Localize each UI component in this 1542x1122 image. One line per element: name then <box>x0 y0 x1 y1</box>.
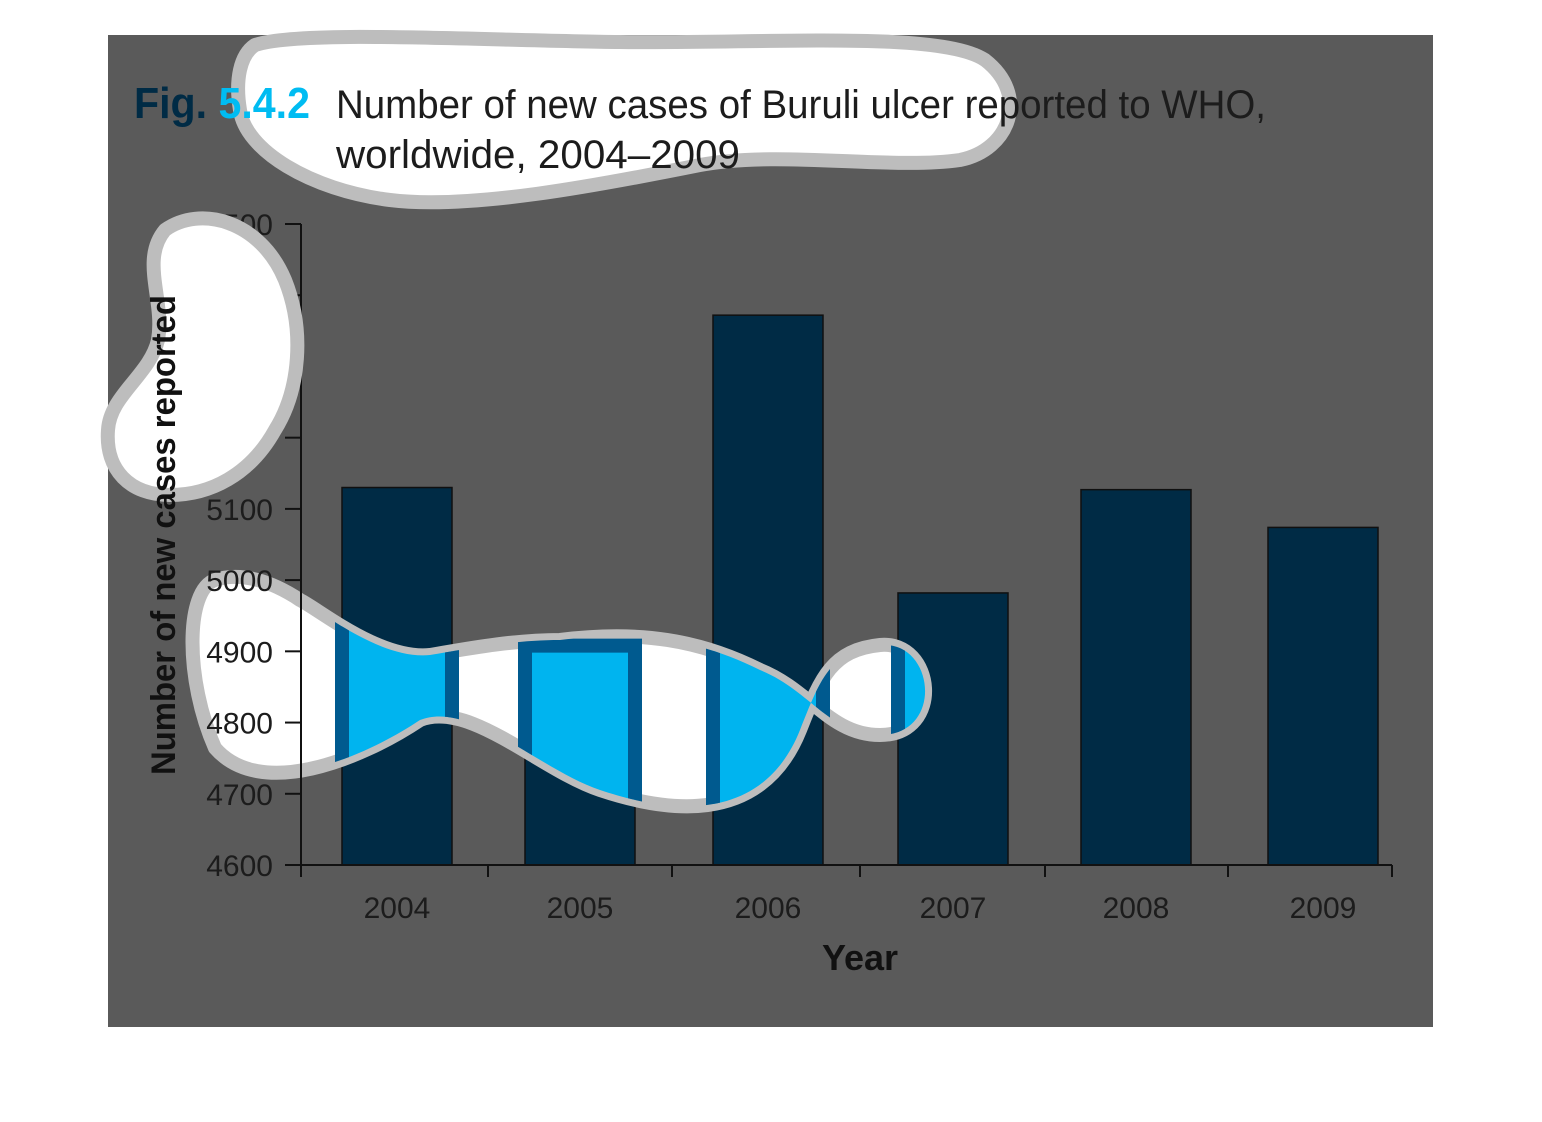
highlight-blob-title <box>231 29 1018 210</box>
figure-title-line1: Number of new cases of Buruli ulcer repo… <box>336 83 1266 127</box>
bars-highlight-layer <box>335 576 926 807</box>
y-axis-title: Number of new cases reported <box>145 295 183 775</box>
figure-label-accent: 5.4.2 <box>219 79 310 128</box>
y-tick-label-4600: 4600 <box>206 850 273 883</box>
bars-layer <box>341 314 1379 866</box>
y-tick-label-4900: 4900 <box>206 636 273 669</box>
bar-2008 <box>1080 488 1192 866</box>
x-tick-label-2008: 2008 <box>1103 892 1170 925</box>
x-tick-label-2007: 2007 <box>920 892 987 925</box>
y-tick-label-4800: 4800 <box>206 708 273 741</box>
y-tick-label-4700: 4700 <box>206 779 273 812</box>
x-tick-label-2004: 2004 <box>364 892 431 925</box>
figure-label: Fig. 5.4.2 <box>134 79 310 128</box>
x-tick-label-2005: 2005 <box>547 892 614 925</box>
figure-label-text: Fig. <box>134 79 219 128</box>
bar-2009 <box>1267 526 1379 866</box>
y-tick-label-5100: 5100 <box>206 494 273 527</box>
y-tick-label-5000: 5000 <box>206 565 273 598</box>
x-tick-label-2009: 2009 <box>1290 892 1357 925</box>
x-axis-title: Year <box>822 937 898 978</box>
figure-title-line2: worldwide, 2004–2009 <box>335 133 740 177</box>
highlight-blob-yaxis <box>100 211 305 502</box>
x-tick-label-2006: 2006 <box>735 892 802 925</box>
